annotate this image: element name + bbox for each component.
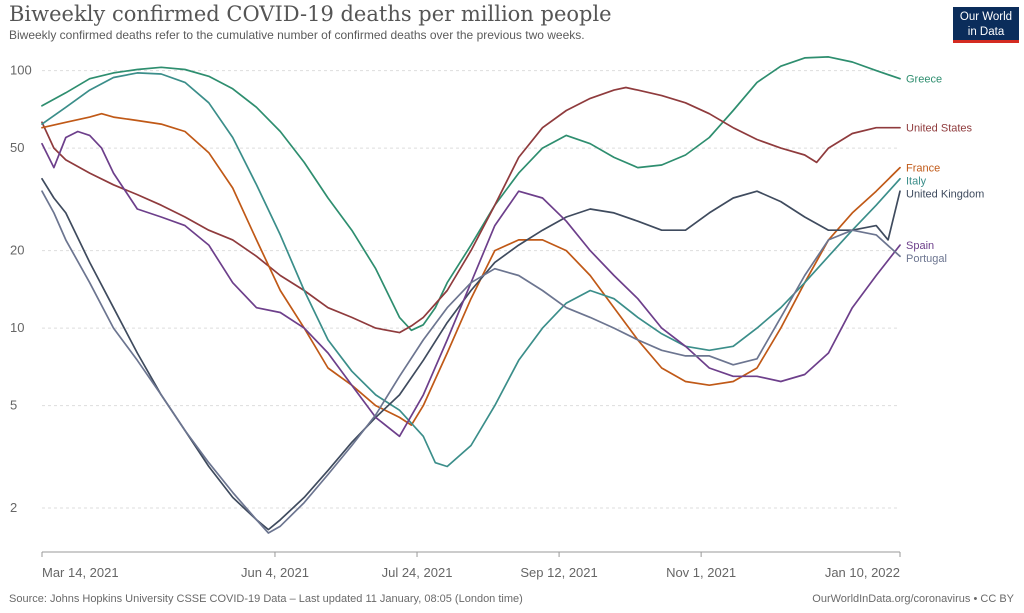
- series-label-united-kingdom: United Kingdom: [906, 189, 984, 201]
- series-label-italy: Italy: [906, 176, 927, 188]
- y-tick-label: 100: [10, 63, 32, 78]
- series-line-portugal: [41, 190, 901, 534]
- license-link[interactable]: OurWorldInData.org/coronavirus • CC BY: [812, 593, 1014, 605]
- source-note: Source: Johns Hopkins University CSSE CO…: [9, 593, 523, 605]
- x-tick-label: Nov 1, 2021: [666, 565, 736, 580]
- logo-line-1: Our World: [959, 11, 1013, 23]
- series-line-united-kingdom: [41, 177, 901, 531]
- x-tick-label: Jun 4, 2021: [241, 565, 309, 580]
- series-label-france: France: [906, 163, 940, 175]
- y-tick-label: 2: [10, 500, 17, 515]
- series-lines: [41, 56, 901, 534]
- y-tick-label: 20: [10, 243, 24, 258]
- x-tick-label: Jul 24, 2021: [382, 565, 453, 580]
- series-line-italy: [41, 72, 901, 468]
- logo-line-2: in Data: [967, 26, 1005, 38]
- y-tick-label: 50: [10, 140, 24, 155]
- series-label-greece: Greece: [906, 74, 942, 86]
- x-tick-label: Jan 10, 2022: [825, 565, 900, 580]
- chart-title: Biweekly confirmed COVID-19 deaths per m…: [9, 2, 612, 26]
- y-axis: 2 5 10 20 50 100: [10, 63, 32, 515]
- y-tick-label: 5: [10, 398, 17, 413]
- series-label-spain: Spain: [906, 240, 934, 252]
- series-label-united-states: United States: [906, 123, 973, 135]
- x-axis: Mar 14, 2021 Jun 4, 2021 Jul 24, 2021 Sep 1…: [41, 551, 901, 580]
- y-tick-label: 10: [10, 320, 24, 335]
- series-line-france: [41, 112, 901, 426]
- series-line-spain: [41, 130, 901, 438]
- series-line-greece: [41, 56, 901, 332]
- chart-subtitle: Biweekly confirmed deaths refer to the c…: [9, 28, 585, 42]
- x-tick-label: Mar 14, 2021: [42, 565, 119, 580]
- x-tick-label: Sep 12, 2021: [520, 565, 597, 580]
- series-line-united-states: [41, 86, 901, 334]
- series-label-portugal: Portugal: [906, 253, 947, 265]
- owid-logo[interactable]: Our World in Data: [953, 7, 1019, 43]
